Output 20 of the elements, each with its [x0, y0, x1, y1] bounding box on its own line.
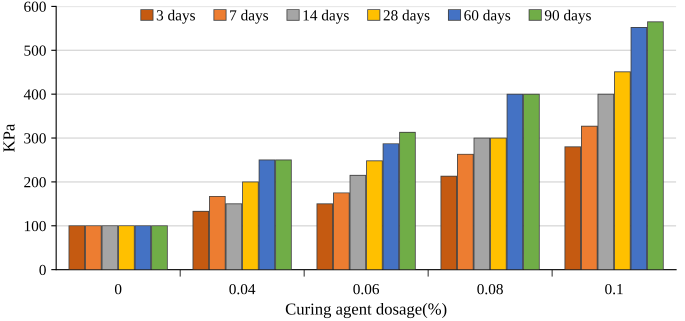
y-tick-label: 600 — [24, 2, 46, 12]
x-tick-label: 0 — [114, 284, 122, 294]
y-tick-label: 200 — [24, 177, 46, 188]
x-tick-label: 0.06 — [353, 284, 380, 294]
legend-label: 28 days — [384, 10, 430, 24]
x-tick-label: 0.1 — [605, 284, 623, 294]
legend-label: 90 days — [544, 10, 591, 24]
legend-label: 7 days — [230, 10, 268, 24]
x-tick-label: 0.04 — [229, 284, 256, 294]
x-tick-label: 0.08 — [477, 284, 503, 294]
y-tick-label: 400 — [24, 89, 46, 100]
y-tick-label: 100 — [24, 220, 46, 232]
y-axis-title: KPa — [4, 124, 15, 152]
x-axis-title: Curing agent dosage(%) — [286, 302, 446, 318]
y-tick-label: 300 — [24, 133, 46, 144]
legend-label: 14 days — [304, 10, 349, 24]
legend-label: 3 days — [156, 10, 195, 24]
y-tick-label: 0 — [39, 264, 46, 276]
legend-label: 60 days — [464, 10, 510, 24]
y-tick-label: 500 — [24, 45, 46, 56]
